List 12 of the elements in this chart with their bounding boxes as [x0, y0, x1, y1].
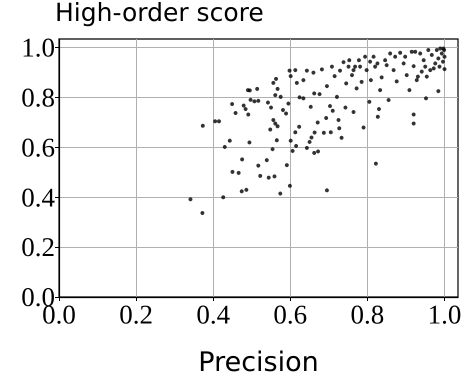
x-tick-label: 1.0: [428, 300, 462, 330]
y-tick-label: 0.2: [21, 232, 55, 262]
x-tick-label: 0.2: [119, 300, 153, 330]
x-tick-label: 0.6: [273, 300, 308, 330]
y-tick-label: 1.0: [21, 32, 55, 63]
x-tick-label: 0.8: [350, 300, 384, 330]
chart-title: High-order score: [55, 0, 264, 27]
x-tick-label: 0.4: [196, 300, 231, 330]
y-tick-label: 0.6: [21, 132, 55, 162]
y-tick-label: 0.8: [21, 82, 55, 113]
x-axis-title: Precision: [198, 347, 319, 378]
y-tick-label: 0.4: [21, 182, 56, 212]
